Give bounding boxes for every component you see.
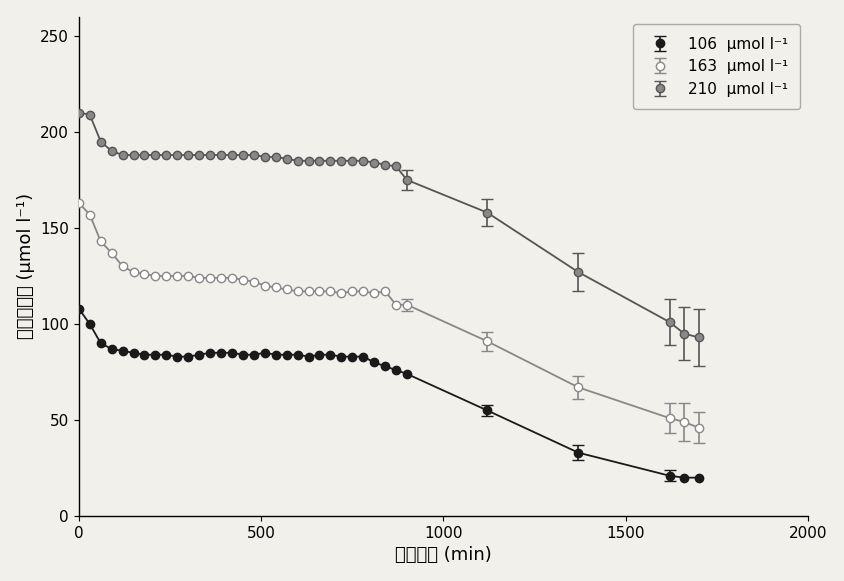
Legend: 106  μmol l⁻¹, 163  μmol l⁻¹, 210  μmol l⁻¹: 106 μmol l⁻¹, 163 μmol l⁻¹, 210 μmol l⁻¹ — [633, 24, 800, 109]
X-axis label: 耗竭时间 (min): 耗竭时间 (min) — [395, 546, 492, 564]
Y-axis label: 耗竭液浓度 (μmol l⁻¹): 耗竭液浓度 (μmol l⁻¹) — [17, 193, 35, 339]
